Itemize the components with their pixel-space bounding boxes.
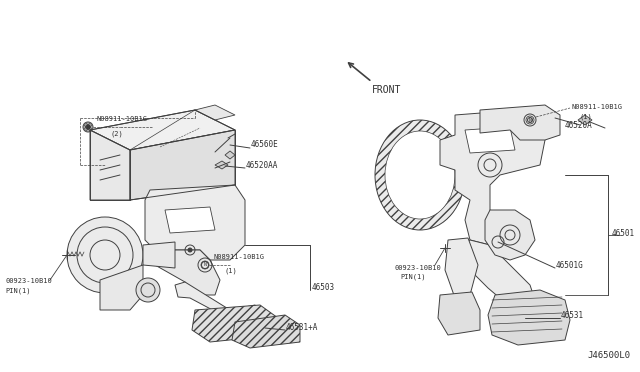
Polygon shape bbox=[143, 242, 175, 268]
Polygon shape bbox=[438, 292, 480, 335]
Polygon shape bbox=[460, 240, 535, 310]
Text: 00923-10B10: 00923-10B10 bbox=[395, 265, 442, 271]
Polygon shape bbox=[480, 105, 560, 140]
Text: N: N bbox=[86, 125, 90, 129]
Circle shape bbox=[188, 248, 192, 252]
Polygon shape bbox=[578, 115, 592, 125]
Ellipse shape bbox=[375, 120, 465, 230]
Text: N: N bbox=[529, 118, 531, 122]
Circle shape bbox=[527, 118, 532, 122]
Text: 46531: 46531 bbox=[561, 311, 584, 320]
Polygon shape bbox=[165, 207, 215, 233]
Text: 46520A: 46520A bbox=[565, 121, 593, 129]
Circle shape bbox=[67, 217, 143, 293]
Circle shape bbox=[86, 125, 90, 129]
Polygon shape bbox=[90, 130, 130, 200]
Text: 46560E: 46560E bbox=[251, 140, 279, 148]
Polygon shape bbox=[130, 130, 235, 200]
Polygon shape bbox=[100, 265, 143, 310]
Text: (2): (2) bbox=[110, 130, 123, 137]
Polygon shape bbox=[215, 161, 228, 169]
Polygon shape bbox=[440, 110, 545, 245]
Text: N08911-10B1G: N08911-10B1G bbox=[572, 104, 623, 110]
Circle shape bbox=[136, 278, 160, 302]
Text: J46500L0: J46500L0 bbox=[587, 351, 630, 360]
Text: N: N bbox=[204, 263, 207, 267]
Text: FRONT: FRONT bbox=[372, 85, 401, 95]
Polygon shape bbox=[145, 185, 245, 260]
Text: 46501: 46501 bbox=[612, 228, 635, 237]
Text: N08911-10B1G: N08911-10B1G bbox=[96, 116, 147, 122]
Text: 46501G: 46501G bbox=[556, 260, 584, 269]
Text: PIN(1): PIN(1) bbox=[400, 274, 426, 280]
Text: N08911-10B1G: N08911-10B1G bbox=[214, 254, 265, 260]
Polygon shape bbox=[175, 282, 260, 322]
Text: 00923-10B10: 00923-10B10 bbox=[5, 278, 52, 284]
Text: PIN(1): PIN(1) bbox=[5, 287, 31, 294]
Polygon shape bbox=[155, 250, 220, 295]
Ellipse shape bbox=[385, 131, 455, 219]
Polygon shape bbox=[445, 238, 478, 298]
Polygon shape bbox=[195, 105, 235, 120]
Text: 46531+A: 46531+A bbox=[286, 324, 318, 333]
Text: 46503: 46503 bbox=[312, 283, 335, 292]
Polygon shape bbox=[192, 305, 278, 342]
Text: (1): (1) bbox=[224, 268, 237, 275]
Polygon shape bbox=[488, 290, 570, 345]
Polygon shape bbox=[465, 127, 515, 153]
Polygon shape bbox=[232, 315, 300, 348]
Polygon shape bbox=[485, 210, 535, 260]
Text: 46520AA: 46520AA bbox=[246, 160, 278, 170]
Polygon shape bbox=[90, 110, 235, 150]
Polygon shape bbox=[225, 151, 235, 159]
Text: (1): (1) bbox=[580, 113, 593, 119]
